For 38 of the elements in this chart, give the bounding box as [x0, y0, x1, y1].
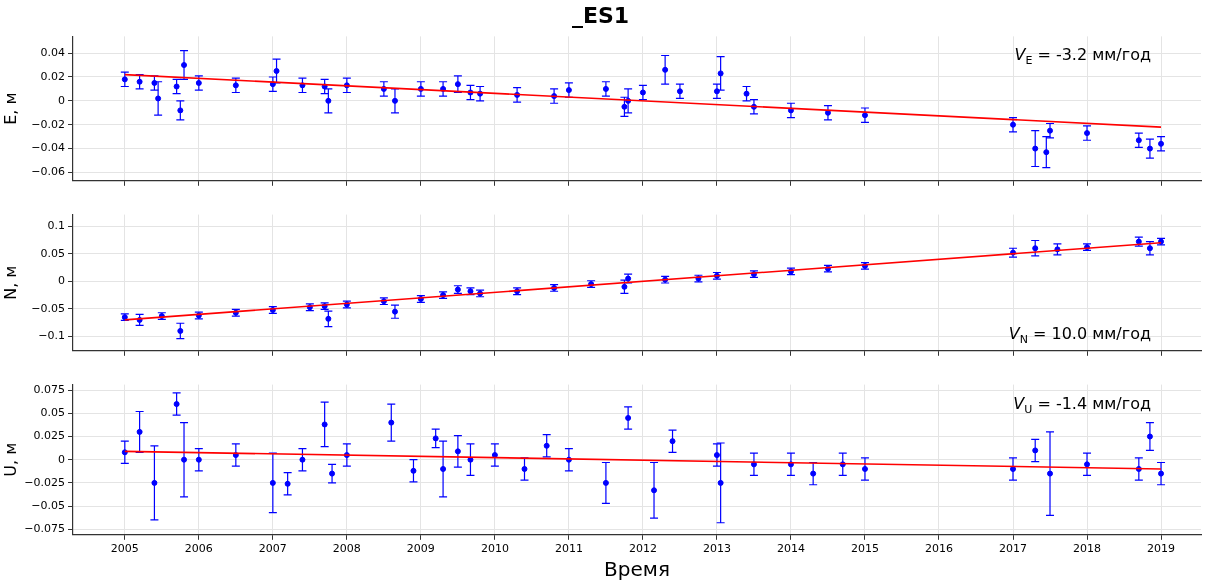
y-axis-title: E, м	[0, 92, 20, 125]
y-tick-label: −0.1	[38, 329, 65, 343]
y-tick-label: −0.025	[24, 475, 65, 489]
y-tick-label: 0.04	[40, 45, 65, 59]
x-tick-label: 2014	[776, 542, 805, 556]
x-tick-label: 2015	[850, 542, 879, 556]
y-tick-label: −0.04	[31, 141, 65, 155]
x-tick-label: 2017	[999, 542, 1027, 556]
y-tick-label: 0	[58, 274, 65, 288]
y-axis-title: N, м	[0, 265, 20, 300]
x-tick-label: 2007	[258, 542, 287, 556]
x-tick-label: 2009	[406, 542, 435, 556]
x-tick-label: 2019	[1147, 542, 1176, 556]
x-tick-label: 2005	[110, 542, 139, 556]
y-tick-label: 0.075	[33, 383, 65, 397]
y-tick-label: −0.075	[24, 522, 65, 536]
y-tick-label: 0.02	[40, 69, 65, 83]
y-tick-label: 0.1	[47, 219, 65, 233]
x-tick-label: 2013	[702, 542, 731, 556]
x-tick-label: 2018	[1073, 542, 1102, 556]
y-tick-label: 0.05	[40, 406, 65, 420]
chart-title: _ES1	[571, 2, 630, 28]
x-axis-title: Время	[604, 557, 670, 582]
x-tick-label: 2011	[554, 542, 583, 556]
y-tick-label: 0	[58, 452, 65, 466]
x-tick-label: 2006	[184, 542, 213, 556]
x-tick-label: 2010	[480, 542, 509, 556]
y-tick-label: 0.025	[33, 429, 65, 443]
y-tick-label: 0	[58, 93, 65, 107]
y-tick-label: −0.02	[31, 117, 65, 131]
x-tick-label: 2016	[924, 542, 953, 556]
y-tick-label: 0.05	[40, 246, 65, 260]
x-tick-label: 2008	[332, 542, 361, 556]
y-tick-label: −0.05	[31, 498, 65, 512]
y-axis-title: U, м	[0, 442, 20, 477]
y-tick-label: −0.06	[31, 165, 65, 179]
y-tick-label: −0.05	[31, 301, 65, 315]
x-tick-label: 2012	[628, 542, 657, 556]
